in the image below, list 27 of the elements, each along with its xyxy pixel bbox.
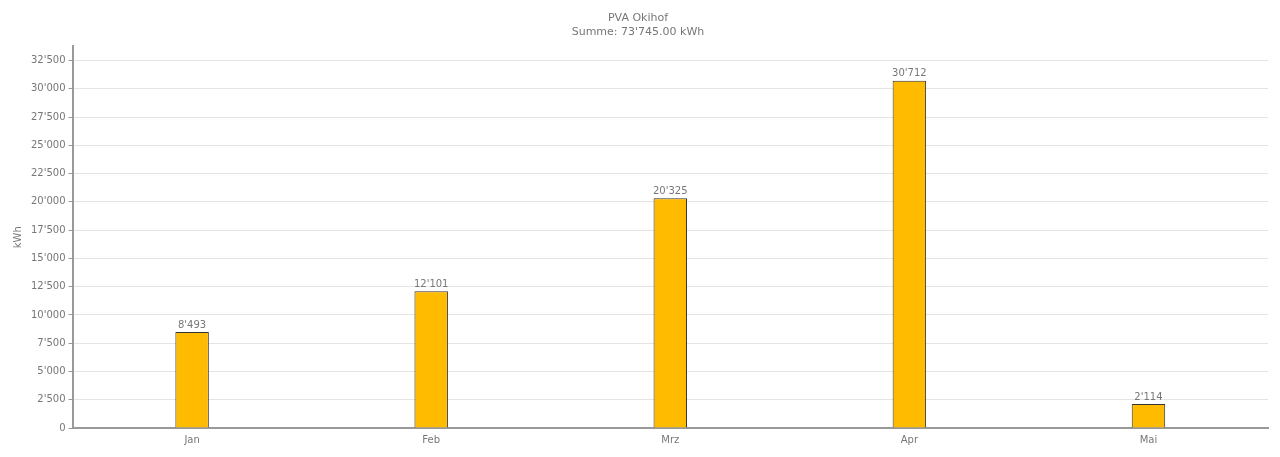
- x-tick-label: Feb: [422, 433, 441, 445]
- y-tick-label: 30'000: [31, 82, 66, 94]
- chart-subtitle: Summe: 73'745.00 kWh: [571, 24, 705, 38]
- y-tick-label: 25'000: [31, 138, 66, 150]
- y-tick-label: 12'500: [31, 280, 66, 292]
- y-tick-label: 32'500: [31, 54, 66, 66]
- y-tick-label: 5'000: [37, 365, 66, 377]
- x-tick-label: Apr: [900, 433, 919, 445]
- data-label: 12'101: [413, 277, 449, 289]
- x-tick-label: Mai: [1139, 433, 1158, 445]
- y-tick-label: 0: [59, 421, 66, 433]
- x-tick-label: Mrz: [661, 433, 680, 445]
- y-tick-label: 10'000: [31, 308, 66, 320]
- data-label: 30'712: [892, 67, 927, 79]
- y-axis-title: kWh: [11, 226, 23, 249]
- y-tick-label: 20'000: [31, 195, 66, 207]
- y-tick-label: 7'500: [37, 336, 66, 348]
- y-tick-label: 15'000: [31, 251, 66, 263]
- x-tick-label: Jan: [183, 433, 200, 445]
- y-tick-label: 17'500: [31, 223, 66, 235]
- chart-title: PVA Okihof: [607, 11, 670, 25]
- y-tick-label: 22'500: [31, 167, 66, 179]
- y-tick-label: 2'500: [37, 393, 66, 405]
- y-tick-label: 27'500: [31, 110, 66, 122]
- data-label: 20'325: [653, 184, 688, 196]
- data-label: 2'114: [1134, 390, 1163, 402]
- data-label: 8'493: [178, 318, 207, 330]
